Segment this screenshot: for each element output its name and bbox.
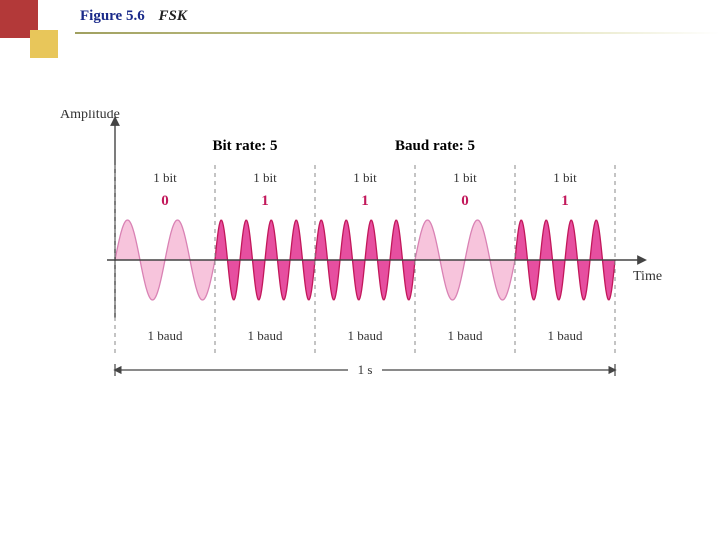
title-underline <box>75 32 720 34</box>
bit-label-4: 1 bit <box>553 170 577 185</box>
bit-value-1: 1 <box>261 193 269 209</box>
y-axis-label: Amplitude <box>60 110 120 122</box>
baud-label-4: 1 baud <box>547 328 583 343</box>
fsk-svg: Amplitude Time Bit rate: 5 Baud rate: 5 1 bi… <box>55 110 675 430</box>
accent-square-gold <box>30 30 58 58</box>
bit-label-3: 1 bit <box>453 170 477 185</box>
fsk-diagram: Amplitude Time Bit rate: 5 Baud rate: 5 1 bi… <box>55 110 675 430</box>
baud-rate-label: Baud rate: 5 <box>395 138 475 154</box>
bit-value-4: 1 <box>561 193 569 209</box>
figure-title: Figure 5.6 FSK <box>80 8 187 25</box>
time-span-label: 1 s <box>358 362 373 377</box>
bit-rate-label: Bit rate: 5 <box>213 138 278 154</box>
baud-label-2: 1 baud <box>347 328 383 343</box>
bit-label-2: 1 bit <box>353 170 377 185</box>
bit-label-1: 1 bit <box>253 170 277 185</box>
baud-label-3: 1 baud <box>447 328 483 343</box>
baud-label-0: 1 baud <box>147 328 183 343</box>
bit-label-0: 1 bit <box>153 170 177 185</box>
bit-value-3: 0 <box>461 193 469 209</box>
figure-number: Figure 5.6 <box>80 8 145 24</box>
bit-value-0: 0 <box>161 193 169 209</box>
figure-caption: FSK <box>158 8 186 24</box>
x-axis-label: Time <box>633 269 662 284</box>
bit-value-2: 1 <box>361 193 369 209</box>
baud-label-1: 1 baud <box>247 328 283 343</box>
